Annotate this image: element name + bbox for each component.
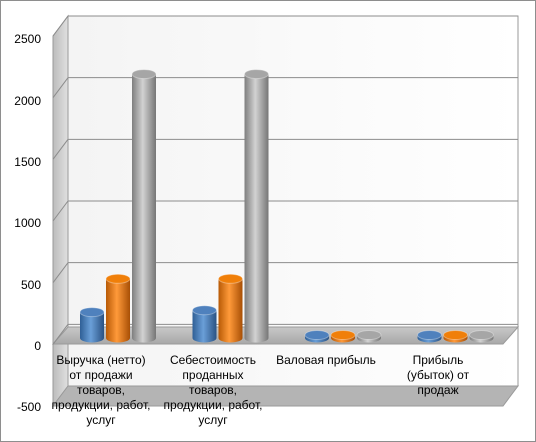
bar-cap	[218, 273, 243, 284]
bar-cap	[469, 330, 494, 340]
y-tick-label: 0	[34, 339, 41, 353]
gridline-side	[52, 262, 69, 283]
y-axis-ticks: -500 0 500 1000 1500 2000 2500	[14, 32, 41, 414]
y-tick-label: -500	[17, 400, 41, 414]
bar-body	[106, 278, 130, 338]
bar-series-2-cat-1	[244, 69, 269, 343]
bar-body	[132, 74, 156, 339]
bar-series-1-cat-0	[105, 273, 131, 343]
bar-cap	[417, 330, 442, 340]
bar-cap	[244, 69, 269, 80]
bar-series-0-cat-3	[417, 330, 442, 343]
bar-body	[218, 278, 243, 338]
category-label-sales-profit: Прибыль (убыток) от продаж	[406, 353, 470, 397]
bar-series-2-cat-2	[356, 330, 382, 343]
category-label-revenue: Выручка (нетто) от продажи товаров, прод…	[51, 353, 151, 427]
chart-bottom-band	[52, 385, 519, 407]
bar-cap	[304, 330, 330, 340]
category-label-cost: Себестоимость проданных товаров, продукц…	[163, 353, 263, 427]
bar-series-0-cat-2	[304, 330, 330, 343]
bar-cap	[105, 273, 131, 284]
bar-cap	[79, 307, 105, 318]
category-label-gross-profit: Валовая прибыль	[276, 353, 376, 367]
gridline-side	[52, 77, 69, 98]
bar-body	[244, 74, 269, 339]
y-tick-label: 2500	[14, 32, 41, 46]
chart-floor	[51, 326, 520, 345]
bar-cap	[356, 330, 382, 340]
bar-cap	[330, 330, 356, 340]
bar-cap	[443, 330, 468, 340]
bar-series-1-cat-1	[218, 273, 243, 343]
bar-cap	[131, 69, 157, 80]
bars-layer	[79, 69, 494, 343]
bar-cap	[192, 305, 217, 316]
gridline-side	[52, 15, 69, 37]
bar-series-2-cat-0	[131, 69, 157, 343]
bar-body	[192, 310, 217, 338]
y-tick-label: 1000	[14, 216, 41, 230]
y-tick-label: 2000	[14, 94, 41, 108]
gridline-side	[52, 139, 69, 160]
gridline-side	[52, 324, 69, 345]
y-tick-label: 500	[21, 278, 41, 292]
bar-series-2-cat-3	[469, 330, 494, 343]
bar-series-1-cat-2	[330, 330, 356, 343]
y-tick-label: 1500	[14, 155, 41, 169]
gridline-side	[52, 200, 69, 222]
bar-series-0-cat-1	[192, 305, 217, 343]
bar-series-0-cat-0	[79, 307, 105, 343]
bar-series-1-cat-3	[443, 330, 468, 343]
